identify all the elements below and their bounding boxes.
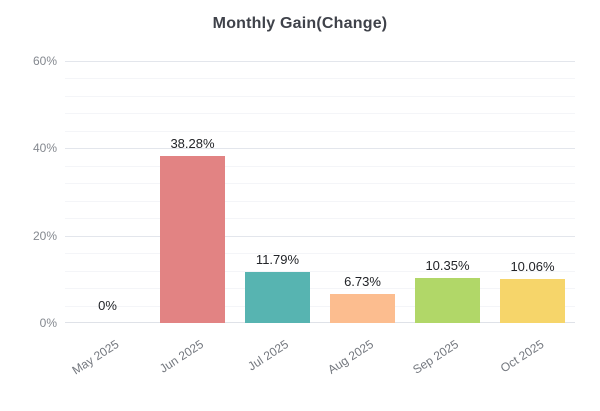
x-axis-line	[65, 322, 575, 323]
bar-value-label: 0%	[98, 298, 117, 313]
bar-value-label: 11.79%	[255, 251, 300, 267]
y-tick-label: 40%	[32, 141, 57, 156]
y-tick-label: 60%	[32, 54, 57, 68]
gridline-major	[65, 148, 575, 150]
x-tick-label: Sep 2025	[410, 337, 462, 377]
gridline-minor	[65, 253, 575, 255]
gridline-minor	[65, 165, 575, 167]
bar-value-label: 10.06%	[510, 259, 555, 275]
x-tick-label: Jun 2025	[157, 337, 207, 376]
gridline-major	[65, 235, 575, 237]
y-tick-label: 20%	[32, 228, 57, 243]
bar-value-label: 10.35%	[425, 257, 470, 273]
gridline-minor	[65, 288, 575, 290]
gridline-minor	[65, 95, 575, 97]
gridline-minor	[65, 305, 575, 307]
gridline-minor	[65, 130, 575, 132]
bar[interactable]	[245, 271, 310, 323]
gridline-major	[65, 61, 575, 62]
gridline-minor	[65, 270, 575, 272]
gridline-minor	[65, 78, 575, 80]
gridline-minor	[65, 113, 575, 115]
gridline-minor	[65, 218, 575, 220]
bar[interactable]	[500, 279, 565, 323]
x-tick-label: Aug 2025	[325, 337, 377, 377]
bar[interactable]	[160, 155, 225, 323]
plot-area: 0% 38.28% 11.79% 6.73% 10.35% 10.06%	[65, 61, 575, 323]
bar[interactable]	[415, 277, 480, 323]
bar-value-label: 6.73%	[344, 273, 381, 289]
gridline-minor	[65, 183, 575, 185]
bar[interactable]	[330, 293, 395, 323]
bar-value-label: 38.28%	[170, 135, 215, 151]
chart-title: Monthly Gain(Change)	[212, 15, 388, 32]
x-tick-label: Jul 2025	[245, 337, 292, 374]
gridline-minor	[65, 200, 575, 202]
y-tick-label: 0%	[39, 316, 57, 330]
x-tick-label: May 2025	[69, 337, 122, 378]
x-tick-label: Oct 2025	[497, 337, 547, 376]
